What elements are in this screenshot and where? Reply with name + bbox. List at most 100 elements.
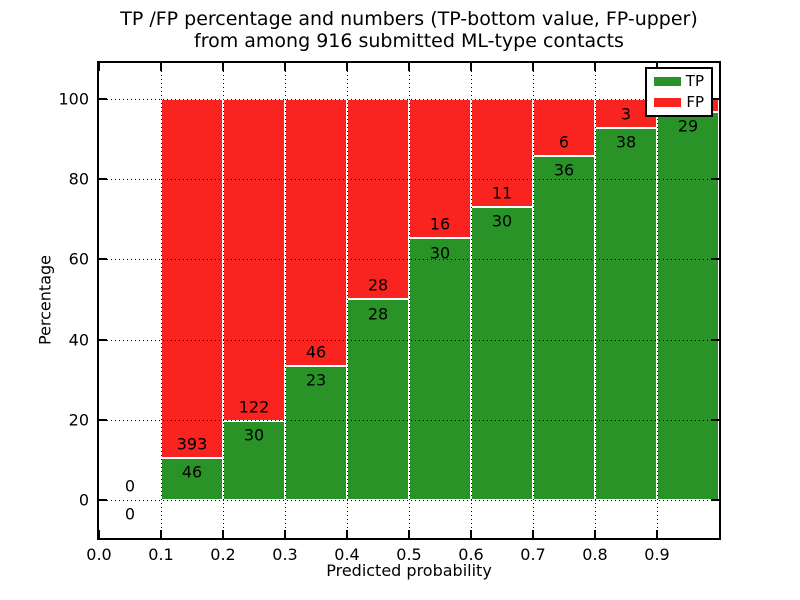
x-tick-label: 0.6 — [458, 545, 484, 564]
x-tick-label: 0.7 — [520, 545, 546, 564]
annotation-tp-count: 23 — [305, 370, 327, 390]
gridline-vertical — [347, 63, 348, 538]
x-tick-mark — [98, 530, 100, 538]
annotation-tp-count: 30 — [429, 243, 451, 263]
y-tick-label: 20 — [68, 410, 89, 430]
y-tick-mark-right — [711, 258, 719, 261]
y-tick-label: 80 — [68, 169, 89, 189]
bar-tp-segment — [161, 457, 223, 500]
gridline-horizontal — [99, 179, 719, 181]
legend-label-fp: FP — [686, 93, 704, 111]
bar-fp-segment — [347, 99, 409, 300]
bar-tp-segment — [533, 156, 595, 500]
annotation-fp-count: 122 — [238, 397, 270, 417]
x-tick-mark — [594, 530, 596, 538]
annotation-tp-count: 30 — [491, 211, 513, 231]
y-tick-mark — [99, 98, 107, 101]
annotation-fp-count: 6 — [558, 132, 570, 152]
legend-label-tp: TP — [685, 72, 704, 90]
x-tick-mark — [346, 530, 348, 538]
plot-area: 00393461223046232828163011306363381290.0… — [58, 61, 721, 564]
chart-title-line2: from among 916 submitted ML-type contact… — [194, 30, 624, 52]
chart-title-line1: TP /FP percentage and numbers (TP-bottom… — [120, 8, 698, 30]
gridline-vertical — [285, 63, 286, 538]
x-tick-mark — [408, 530, 410, 538]
y-tick-mark — [99, 338, 107, 341]
fp-color-swatch — [654, 98, 681, 107]
y-tick-mark-right — [711, 418, 719, 421]
x-tick-mark-top — [98, 63, 100, 71]
y-tick-mark — [99, 418, 107, 421]
annotation-tp-count: 30 — [243, 425, 265, 445]
x-tick-mark — [470, 530, 472, 538]
gridline-horizontal — [99, 419, 719, 421]
gridline-vertical — [533, 63, 534, 538]
x-tick-mark-top — [594, 63, 596, 71]
y-tick-label: 0 — [78, 490, 89, 510]
bar-fp-segment — [285, 99, 347, 367]
y-tick-mark — [99, 258, 107, 261]
bar-tp-segment — [595, 128, 657, 500]
annotation-tp-count: 46 — [181, 462, 203, 482]
annotation-tp-count: 28 — [367, 304, 389, 324]
y-tick-mark — [99, 178, 107, 181]
y-tick-label: 40 — [68, 330, 89, 350]
gridline-vertical — [223, 63, 224, 538]
bar-fp-segment — [161, 99, 223, 458]
annotation-fp-count: 46 — [305, 342, 327, 362]
annotation-fp-count: 3 — [620, 104, 632, 124]
x-tick-label: 0.3 — [272, 545, 298, 564]
gridline-vertical — [409, 63, 410, 538]
x-tick-label: 0.1 — [148, 545, 174, 564]
x-axis-label: Predicted probability — [326, 561, 492, 580]
y-tick-mark-right — [711, 338, 719, 341]
x-tick-mark — [532, 530, 534, 538]
x-tick-mark-top — [470, 63, 472, 71]
legend-entry-fp: FP — [654, 95, 704, 110]
y-tick-label: 60 — [68, 249, 89, 269]
y-tick-label: 100 — [58, 89, 89, 109]
y-tick-mark-right — [711, 98, 719, 101]
bar-tp-segment — [285, 366, 347, 500]
gridline-vertical — [161, 63, 162, 538]
x-tick-label: 0.9 — [644, 545, 670, 564]
x-tick-label: 0.0 — [86, 545, 112, 564]
x-tick-mark-top — [160, 63, 162, 71]
x-tick-label: 0.8 — [582, 545, 608, 564]
bar-tp-segment — [471, 206, 533, 500]
legend: TP FP — [645, 67, 713, 117]
gridline-horizontal — [99, 339, 719, 341]
x-tick-mark — [222, 530, 224, 538]
gridline-horizontal — [99, 499, 719, 501]
annotation-fp-count: 0 — [124, 476, 136, 496]
gridline-horizontal — [99, 99, 719, 101]
annotation-fp-count: 28 — [367, 275, 389, 295]
x-tick-mark — [656, 530, 658, 538]
annotation-tp-count: 38 — [615, 132, 637, 152]
x-tick-label: 0.4 — [334, 545, 360, 564]
bar-tp-segment — [657, 112, 719, 500]
annotation-tp-count: 0 — [124, 504, 136, 524]
x-tick-mark-top — [408, 63, 410, 71]
x-tick-mark-top — [346, 63, 348, 71]
gridline-vertical — [595, 63, 596, 538]
annotation-fp-count: 16 — [429, 214, 451, 234]
x-tick-mark — [284, 530, 286, 538]
bar-tp-segment — [409, 238, 471, 500]
gridline-vertical — [471, 63, 472, 538]
annotation-tp-count: 36 — [553, 160, 575, 180]
y-tick-mark-right — [711, 498, 719, 501]
annotation-fp-count: 393 — [176, 434, 208, 454]
x-tick-mark-top — [284, 63, 286, 71]
gridline-vertical — [657, 63, 658, 538]
tp-color-swatch — [654, 77, 681, 86]
x-tick-label: 0.5 — [396, 545, 422, 564]
x-tick-mark-top — [222, 63, 224, 71]
gridline-horizontal — [99, 259, 719, 261]
bar-tp-segment — [347, 299, 409, 500]
x-tick-label: 0.2 — [210, 545, 236, 564]
x-tick-mark — [160, 530, 162, 538]
x-tick-mark-top — [532, 63, 534, 71]
annotation-fp-count: 11 — [491, 183, 513, 203]
